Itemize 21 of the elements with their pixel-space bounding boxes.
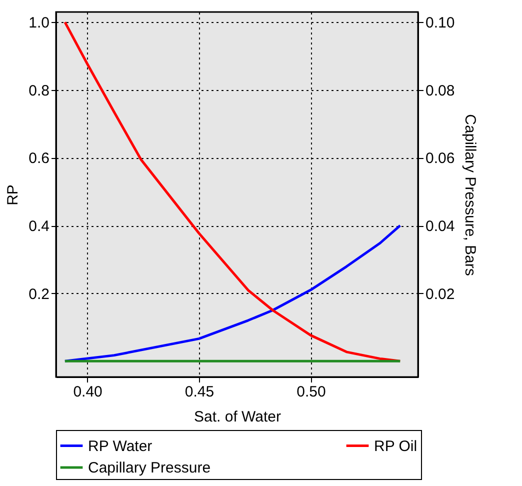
x-tick-label: 0.40 <box>73 384 102 400</box>
x-axis-title: Sat. of Water <box>194 408 281 426</box>
y2-axis-title: Capillary Pressure, Bars <box>462 114 479 276</box>
y-tick-label: 0.4 <box>28 218 50 236</box>
y2-tick-label: 0.08 <box>426 82 455 100</box>
legend-label: RP Water <box>88 438 152 455</box>
y-tick-label: 1.0 <box>28 14 50 32</box>
y-tick-label: 0.2 <box>28 286 50 303</box>
y-tick-label: 0.6 <box>28 150 50 168</box>
legend-label: RP Oil <box>374 438 418 455</box>
legend-label: Capillary Pressure <box>88 460 211 476</box>
y2-tick-label: 0.02 <box>426 286 455 303</box>
y2-tick-label: 0.04 <box>426 218 455 236</box>
x-tick-label: 0.50 <box>296 384 326 400</box>
y-tick-label: 0.8 <box>28 82 50 100</box>
y-axis-title: RP <box>4 184 22 206</box>
line-series <box>64 224 402 362</box>
y2-tick-label: 0.06 <box>426 150 455 168</box>
line-series <box>64 20 402 362</box>
x-tick-label: 0.45 <box>184 384 214 400</box>
y2-tick-label: 0.10 <box>426 14 455 32</box>
